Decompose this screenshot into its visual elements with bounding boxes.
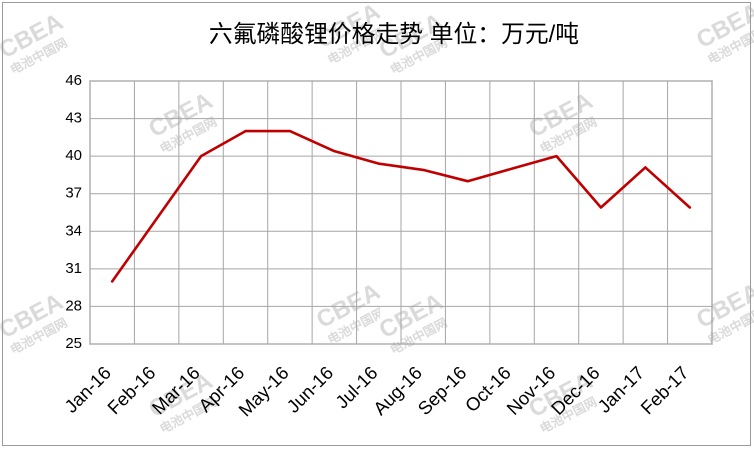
svg-text:Jan-17: Jan-17 bbox=[593, 362, 648, 417]
svg-text:May-16: May-16 bbox=[234, 362, 292, 420]
svg-text:Jun-16: Jun-16 bbox=[282, 362, 337, 417]
svg-text:Sep-16: Sep-16 bbox=[413, 362, 470, 419]
svg-text:40: 40 bbox=[65, 147, 82, 164]
svg-text:Mar-16: Mar-16 bbox=[148, 362, 204, 418]
svg-text:Feb-16: Feb-16 bbox=[103, 362, 159, 418]
svg-text:Dec-16: Dec-16 bbox=[547, 362, 604, 419]
svg-text:Jan-16: Jan-16 bbox=[60, 362, 115, 417]
svg-text:Feb-17: Feb-17 bbox=[636, 362, 692, 418]
svg-text:37: 37 bbox=[65, 185, 82, 202]
svg-text:28: 28 bbox=[65, 297, 82, 314]
svg-text:46: 46 bbox=[65, 72, 82, 89]
svg-text:Nov-16: Nov-16 bbox=[502, 362, 559, 419]
svg-text:25: 25 bbox=[65, 335, 82, 352]
svg-text:43: 43 bbox=[65, 110, 82, 127]
svg-text:34: 34 bbox=[65, 222, 82, 239]
svg-text:31: 31 bbox=[65, 260, 82, 277]
svg-text:Aug-16: Aug-16 bbox=[369, 362, 426, 419]
